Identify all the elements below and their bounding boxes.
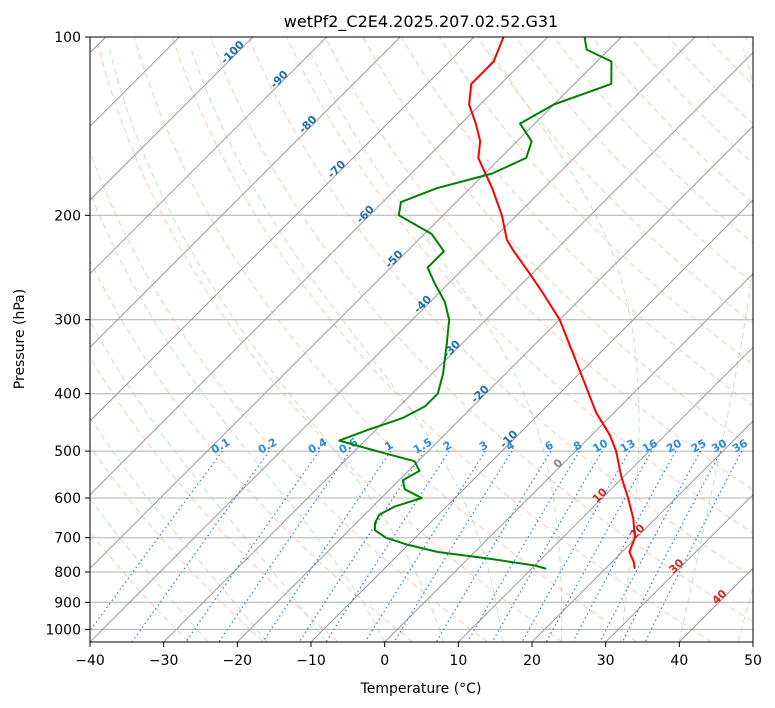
y-tick-label: 800 xyxy=(54,565,81,581)
mixing-ratio-line xyxy=(325,450,450,642)
mixing-ratio-line xyxy=(218,450,351,642)
plot-frame xyxy=(89,36,754,643)
dry-adiabat-line xyxy=(515,37,753,284)
y-tick-label: 300 xyxy=(54,313,81,329)
isotherm-line xyxy=(90,37,254,201)
y-tick-label: 100 xyxy=(54,30,81,46)
isotherm-line xyxy=(90,37,622,570)
y-tick-label: 400 xyxy=(54,387,81,403)
dry-adiabat-line xyxy=(95,37,563,642)
dry-adiabat-line xyxy=(591,37,753,204)
x-tick-label: −10 xyxy=(296,653,326,669)
y-axis-label: Pressure (hPa) xyxy=(12,289,28,389)
chart-title: wetPf2_C2E4.2025.207.02.52.G31 xyxy=(284,12,558,32)
mixing-ratio-line xyxy=(491,450,603,642)
profile-line-2 xyxy=(338,37,613,570)
moist-adiabat-line xyxy=(308,48,563,642)
moist-adiabat-line xyxy=(108,48,445,642)
y-tick-label: 600 xyxy=(54,491,81,507)
isotherm-line xyxy=(310,199,753,642)
y-tick-label: 1000 xyxy=(45,622,81,638)
mixing-ratio-line xyxy=(644,450,743,642)
isotherm-line xyxy=(90,37,696,642)
x-axis-label: Temperature (°C) xyxy=(360,681,482,697)
isotherm-line xyxy=(457,346,753,642)
x-tick-label: −30 xyxy=(149,653,179,669)
x-tick-label: 10 xyxy=(449,653,467,669)
x-tick-label: −20 xyxy=(223,653,253,669)
isotherm-line xyxy=(384,272,753,642)
moist-adiabat-line xyxy=(678,48,753,642)
x-tick-label: 20 xyxy=(523,653,541,669)
isotherm-line xyxy=(605,493,753,642)
mixing-ratio-line xyxy=(466,450,580,642)
mixing-ratio-line xyxy=(621,450,722,642)
mixing-ratio-line xyxy=(572,450,677,642)
x-axis: −40 −30 −20 −10 0 10 20 30 40 50 xyxy=(75,642,762,669)
moist-adiabat-line xyxy=(489,48,640,642)
dry-adiabat-line xyxy=(210,37,753,623)
dry-adiabat-line xyxy=(400,37,753,407)
mixing-ratio-line xyxy=(90,450,223,632)
x-tick-label: 0 xyxy=(380,653,389,669)
mixing-ratio-line xyxy=(262,450,392,642)
dry-adiabat-line xyxy=(133,37,638,642)
dry-adiabat-line xyxy=(324,37,753,491)
x-tick-label: 40 xyxy=(670,653,688,669)
isotherm-line xyxy=(90,37,549,496)
x-tick-label: −40 xyxy=(75,653,105,669)
dry-adiabat-line xyxy=(477,37,753,325)
y-tick-label: 700 xyxy=(54,531,81,547)
background-lines xyxy=(90,37,753,642)
mixing-ratio-line xyxy=(599,450,702,642)
moist-adiabat-line xyxy=(90,498,209,642)
x-tick-label: 30 xyxy=(597,653,615,669)
dry-adiabat-line xyxy=(90,445,264,642)
profile-series xyxy=(338,37,636,570)
dry-adiabat-line xyxy=(90,259,414,642)
moist-adiabat-line xyxy=(90,416,268,642)
y-tick-label: 500 xyxy=(54,444,81,460)
moist-adiabat-line xyxy=(90,320,327,642)
moist-adiabat-line xyxy=(190,48,503,642)
moist-adiabat-line xyxy=(737,585,753,642)
isotherm-line xyxy=(90,37,328,275)
mixing-ratio-line xyxy=(298,450,425,642)
isotherm-line xyxy=(90,37,475,422)
y-axis: 100 200 300 400 500 600 700 800 900 1000 xyxy=(45,30,90,638)
isotherm-line xyxy=(236,125,753,642)
y-tick-label: 200 xyxy=(54,208,81,224)
y-tick-label: 900 xyxy=(54,595,81,611)
mixing-ratio-labels: 0.1 0.2 0.4 0.6 1 1.5 2 3 4 6 8 10 13 16 20 25 30 36 xyxy=(209,435,750,456)
mixing-ratio-line xyxy=(521,450,631,642)
profile-line-1 xyxy=(468,37,636,569)
dry-adiabat-line xyxy=(629,37,753,165)
mixing-ratio-line xyxy=(435,450,552,642)
dry-adiabat-line xyxy=(248,37,753,578)
isotherm-line xyxy=(163,51,753,642)
x-tick-label: 50 xyxy=(744,653,762,669)
dry-adiabat-line xyxy=(171,37,712,642)
isotherm-line xyxy=(90,37,401,349)
